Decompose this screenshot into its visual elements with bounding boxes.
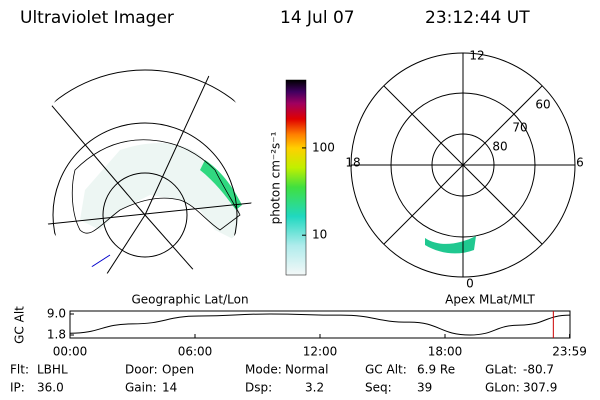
info-value: 36.0 bbox=[37, 381, 64, 395]
colorbar-tick-label: 10 bbox=[312, 228, 327, 242]
info-value: LBHL bbox=[37, 363, 68, 377]
date: 14 Jul 07 bbox=[280, 8, 355, 28]
x-tick-label: 00:00 bbox=[53, 345, 88, 359]
x-tick-label: 12:00 bbox=[303, 345, 338, 359]
info-value: 3.2 bbox=[305, 381, 324, 395]
mlt-label: 12 bbox=[469, 49, 484, 63]
info-label: Door: bbox=[125, 363, 158, 377]
title: Ultraviolet Imager bbox=[20, 8, 174, 28]
colorbar: photon cm⁻²s⁻¹ bbox=[269, 79, 307, 276]
y-tick-label: 9.0 bbox=[47, 307, 66, 321]
colorbar-gradient bbox=[285, 79, 307, 276]
x-tick-label: 06:00 bbox=[178, 345, 213, 359]
y-label: GC Alt bbox=[13, 306, 27, 344]
info-value: 39 bbox=[417, 381, 432, 395]
info-label: Dsp: bbox=[245, 381, 272, 395]
info-label: IP: bbox=[10, 381, 25, 395]
info-label: GLon: bbox=[485, 381, 520, 395]
info-value: Normal bbox=[285, 363, 328, 377]
mlt-label: 6 bbox=[576, 156, 584, 170]
mlt-label: 18 bbox=[345, 156, 360, 170]
colorbar-tick-label: 100 bbox=[312, 140, 335, 154]
info-value: Open bbox=[162, 363, 194, 377]
info-label: Seq: bbox=[365, 381, 392, 395]
colorbar-label: photon cm⁻²s⁻¹ bbox=[269, 131, 283, 224]
time: 23:12:44 UT bbox=[425, 8, 530, 28]
info-value: -80.7 bbox=[523, 363, 554, 377]
altitude-panel: GC Alt bbox=[13, 306, 571, 344]
map-label: Geographic Lat/Lon bbox=[131, 293, 248, 307]
info-label: Gain: bbox=[125, 381, 157, 395]
altitude-line bbox=[69, 313, 571, 336]
info-label: GLat: bbox=[485, 363, 517, 377]
map-label: Apex MLat/MLT bbox=[445, 293, 535, 307]
info-label: GC Alt: bbox=[365, 363, 407, 377]
lat-label: 70 bbox=[512, 121, 527, 135]
info-label: Flt: bbox=[10, 363, 29, 377]
lat-label: 80 bbox=[492, 140, 507, 154]
lat-label: 60 bbox=[535, 98, 550, 112]
y-tick-label: 1.8 bbox=[47, 328, 66, 342]
info-value: 14 bbox=[162, 381, 177, 395]
info-value: 6.9 Re bbox=[417, 363, 455, 377]
info-label: Mode: bbox=[245, 363, 282, 377]
info-value: 307.9 bbox=[523, 381, 557, 395]
x-tick-label: 23:59 bbox=[552, 345, 587, 359]
x-tick-label: 18:00 bbox=[428, 345, 463, 359]
right-map: 12 18 6 0 60 70 80 Apex MLat/MLT bbox=[345, 49, 583, 307]
mlt-label: 0 bbox=[466, 277, 474, 291]
